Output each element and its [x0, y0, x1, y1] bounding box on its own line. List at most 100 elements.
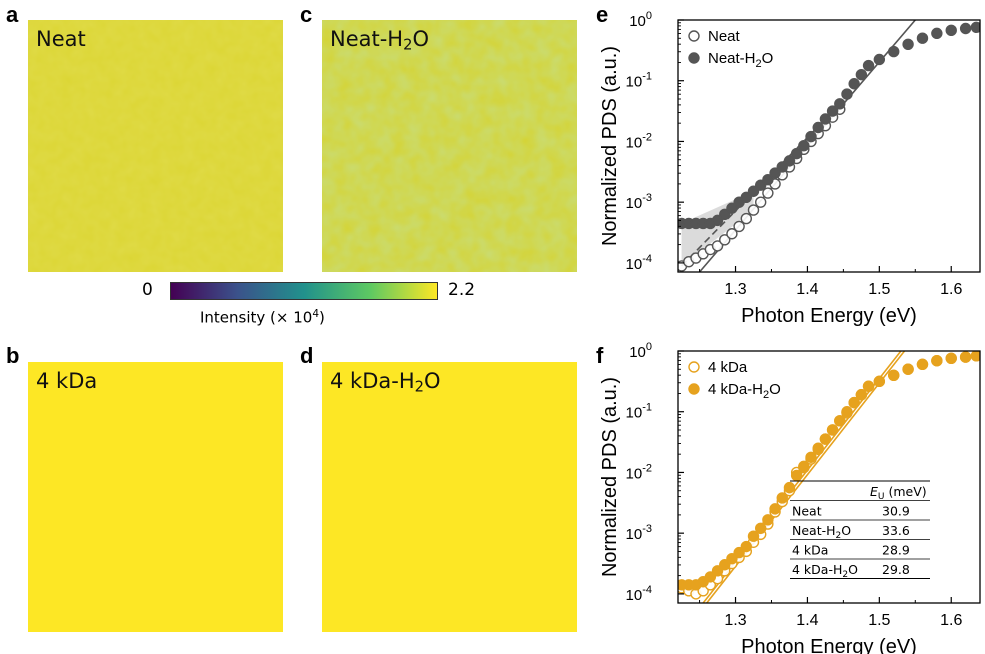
- table-row-name-main: Neat-H: [792, 523, 836, 538]
- data-point-filled: [959, 351, 972, 363]
- data-point-filled: [902, 363, 914, 375]
- colorbar-title-main: Intensity (× 10: [200, 308, 313, 327]
- map-neat-h2o-image: [322, 20, 577, 272]
- colorbar: 0 2.2 Intensity (× 104): [140, 280, 500, 332]
- y-tick-label: 10-1: [626, 71, 652, 91]
- y-axis-label: Normalized PDS (a.u.): [600, 46, 621, 246]
- legend-label-end: O: [762, 50, 774, 67]
- y-tick-exp: 0: [646, 341, 652, 353]
- y-tick-label: 10-2: [626, 462, 652, 482]
- legend-label: 4 kDa-H2O: [708, 381, 781, 401]
- data-point-open: [754, 196, 767, 208]
- y-tick-exp: -3: [642, 523, 652, 535]
- data-point-filled: [834, 98, 846, 110]
- colorbar-gradient: [170, 282, 438, 300]
- y-tick-exp: -4: [642, 253, 652, 265]
- map-label-neat: Neat: [36, 27, 86, 51]
- data-point-open: [733, 220, 745, 233]
- y-tick-exp: 0: [646, 10, 652, 22]
- table-row-name: 4 kDa-H2O: [792, 562, 858, 580]
- data-point-filled: [762, 514, 774, 526]
- y-tick-base: 10: [626, 256, 643, 273]
- data-point-filled: [855, 389, 868, 401]
- colorbar-max-label: 2.2: [448, 280, 476, 300]
- table-row-name-sub: 2: [836, 531, 842, 541]
- x-tick-label: 1.5: [868, 281, 890, 298]
- y-tick-label: 10-2: [626, 131, 652, 151]
- y-tick-base: 10: [626, 195, 643, 212]
- data-point-filled: [834, 415, 846, 427]
- data-point-open: [711, 240, 724, 252]
- data-point-filled: [726, 552, 738, 565]
- data-point-filled: [841, 406, 853, 418]
- data-point-filled: [888, 45, 900, 58]
- y-tick-base: 10: [626, 74, 643, 91]
- data-point-filled: [711, 565, 724, 577]
- colorbar-title: Intensity (× 104): [200, 308, 325, 326]
- table-row-value: 28.9: [882, 543, 910, 558]
- data-point-open: [762, 187, 774, 199]
- map-label-4kda: 4 kDa: [36, 369, 98, 393]
- map-label-4kda-h2o-end: O: [423, 369, 441, 393]
- map-label-neat-h2o-main: Neat-H: [330, 27, 404, 51]
- y-tick-base: 10: [629, 344, 646, 361]
- data-point-filled: [873, 375, 886, 388]
- y-axis-label: Normalized PDS (a.u.): [600, 377, 621, 577]
- data-point-filled: [711, 214, 724, 227]
- y-tick-label: 10-3: [626, 523, 652, 543]
- x-tick-label: 1.4: [796, 281, 818, 298]
- axes-frame: [677, 350, 981, 604]
- y-tick-label: 10-1: [626, 402, 652, 422]
- map-4kda: 4 kDa: [28, 362, 283, 632]
- map-neat: Neat: [28, 20, 283, 272]
- map-label-neat-h2o-end: O: [412, 27, 429, 51]
- data-point-filled: [841, 88, 853, 100]
- data-point-filled: [848, 78, 860, 90]
- x-tick-label: 1.6: [940, 281, 962, 298]
- data-point-filled: [805, 451, 817, 463]
- map-neat-image: [28, 20, 283, 272]
- data-point-filled: [819, 433, 832, 445]
- data-point-filled: [931, 27, 943, 40]
- data-point-filled: [862, 59, 875, 72]
- map-label-4kda-h2o-sub: 2: [414, 378, 424, 396]
- y-tick-label: 100: [629, 341, 652, 361]
- data-point-filled: [733, 546, 745, 559]
- panel-letter-c: c: [300, 2, 313, 27]
- y-tick-exp: -2: [642, 462, 652, 474]
- table-row-name-end: O: [848, 562, 858, 577]
- legend-marker: [688, 52, 700, 64]
- table-row-value: 29.8: [882, 562, 910, 577]
- table-row-name: Neat-H2O: [792, 523, 851, 541]
- panel-letter-a: a: [6, 2, 19, 27]
- y-tick-base: 10: [626, 526, 643, 543]
- table-header-unit: (meV): [885, 484, 927, 499]
- table-row-name: 4 kDa: [792, 543, 828, 558]
- panel-letter-b: b: [6, 343, 20, 368]
- legend-label: Neat-H2O: [708, 50, 773, 70]
- table-header-sub: U: [878, 492, 885, 502]
- y-tick-label: 10-4: [626, 584, 652, 604]
- y-tick-exp: -1: [642, 71, 652, 83]
- map-label-4kda-h2o-main: 4 kDa-H: [330, 369, 415, 393]
- data-point-open: [719, 234, 731, 246]
- data-point-filled: [916, 358, 929, 371]
- data-point-open: [747, 204, 760, 216]
- data-point-filled: [959, 22, 972, 35]
- table-row-name-sub: 2: [842, 570, 848, 580]
- table-row-name-main: 4 kDa-H: [792, 562, 842, 577]
- data-point-filled: [812, 121, 824, 134]
- legend-label-main: Neat-H: [708, 50, 756, 67]
- data-point-filled: [855, 68, 868, 81]
- colorbar-min-label: 0: [142, 280, 153, 300]
- legend-label-sub: 2: [763, 389, 769, 401]
- data-point-filled: [826, 105, 839, 117]
- data-point-filled: [754, 522, 767, 535]
- data-point-filled: [931, 355, 943, 367]
- data-point-filled: [783, 481, 796, 494]
- y-tick-label: 10-3: [626, 192, 652, 212]
- y-tick-exp: -2: [642, 131, 652, 143]
